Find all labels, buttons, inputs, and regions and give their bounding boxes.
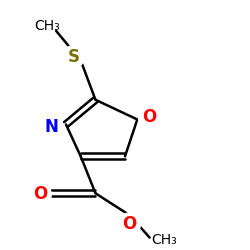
Text: S: S — [67, 48, 79, 66]
Circle shape — [138, 106, 161, 128]
Text: CH₃: CH₃ — [152, 233, 177, 247]
Text: N: N — [44, 118, 58, 136]
Text: O: O — [122, 215, 136, 233]
Text: O: O — [33, 186, 47, 204]
Text: CH₃: CH₃ — [35, 19, 60, 33]
Text: O: O — [142, 108, 157, 126]
Circle shape — [118, 213, 141, 235]
Circle shape — [40, 116, 62, 138]
Circle shape — [29, 184, 51, 206]
Circle shape — [62, 46, 84, 68]
